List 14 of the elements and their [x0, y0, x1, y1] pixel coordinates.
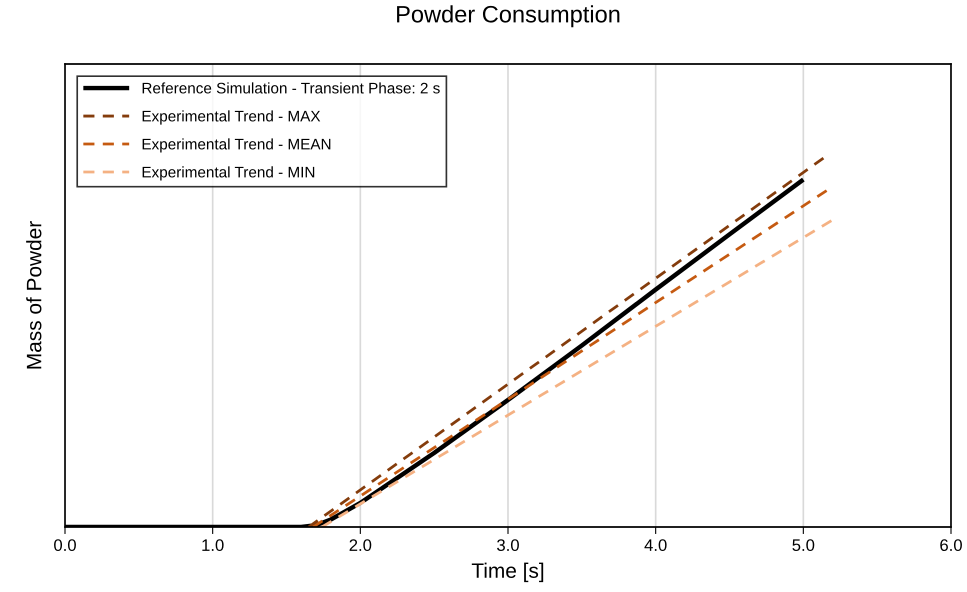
x-tick-label: 1.0 — [202, 539, 224, 552]
legend-label: Experimental Trend - MAX — [142, 110, 320, 125]
legend-label: Experimental Trend - MIN — [142, 166, 314, 181]
legend-label: Reference Simulation - Transient Phase: 2 s — [142, 82, 440, 94]
chart-title: Powder Consumption — [397, 5, 620, 28]
y-axis-title: Mass of Powder — [26, 221, 42, 368]
x-tick-label: 0.0 — [54, 539, 76, 552]
x-axis-title: Time [s] — [472, 562, 544, 582]
x-tick-label: 3.0 — [497, 539, 519, 552]
x-tick-label: 6.0 — [940, 539, 962, 552]
legend-label: Experimental Trend - MEAN — [142, 138, 330, 153]
x-tick-label: 2.0 — [350, 539, 372, 552]
x-tick-label: 4.0 — [644, 539, 667, 552]
x-tick-label: 5.0 — [792, 539, 814, 552]
